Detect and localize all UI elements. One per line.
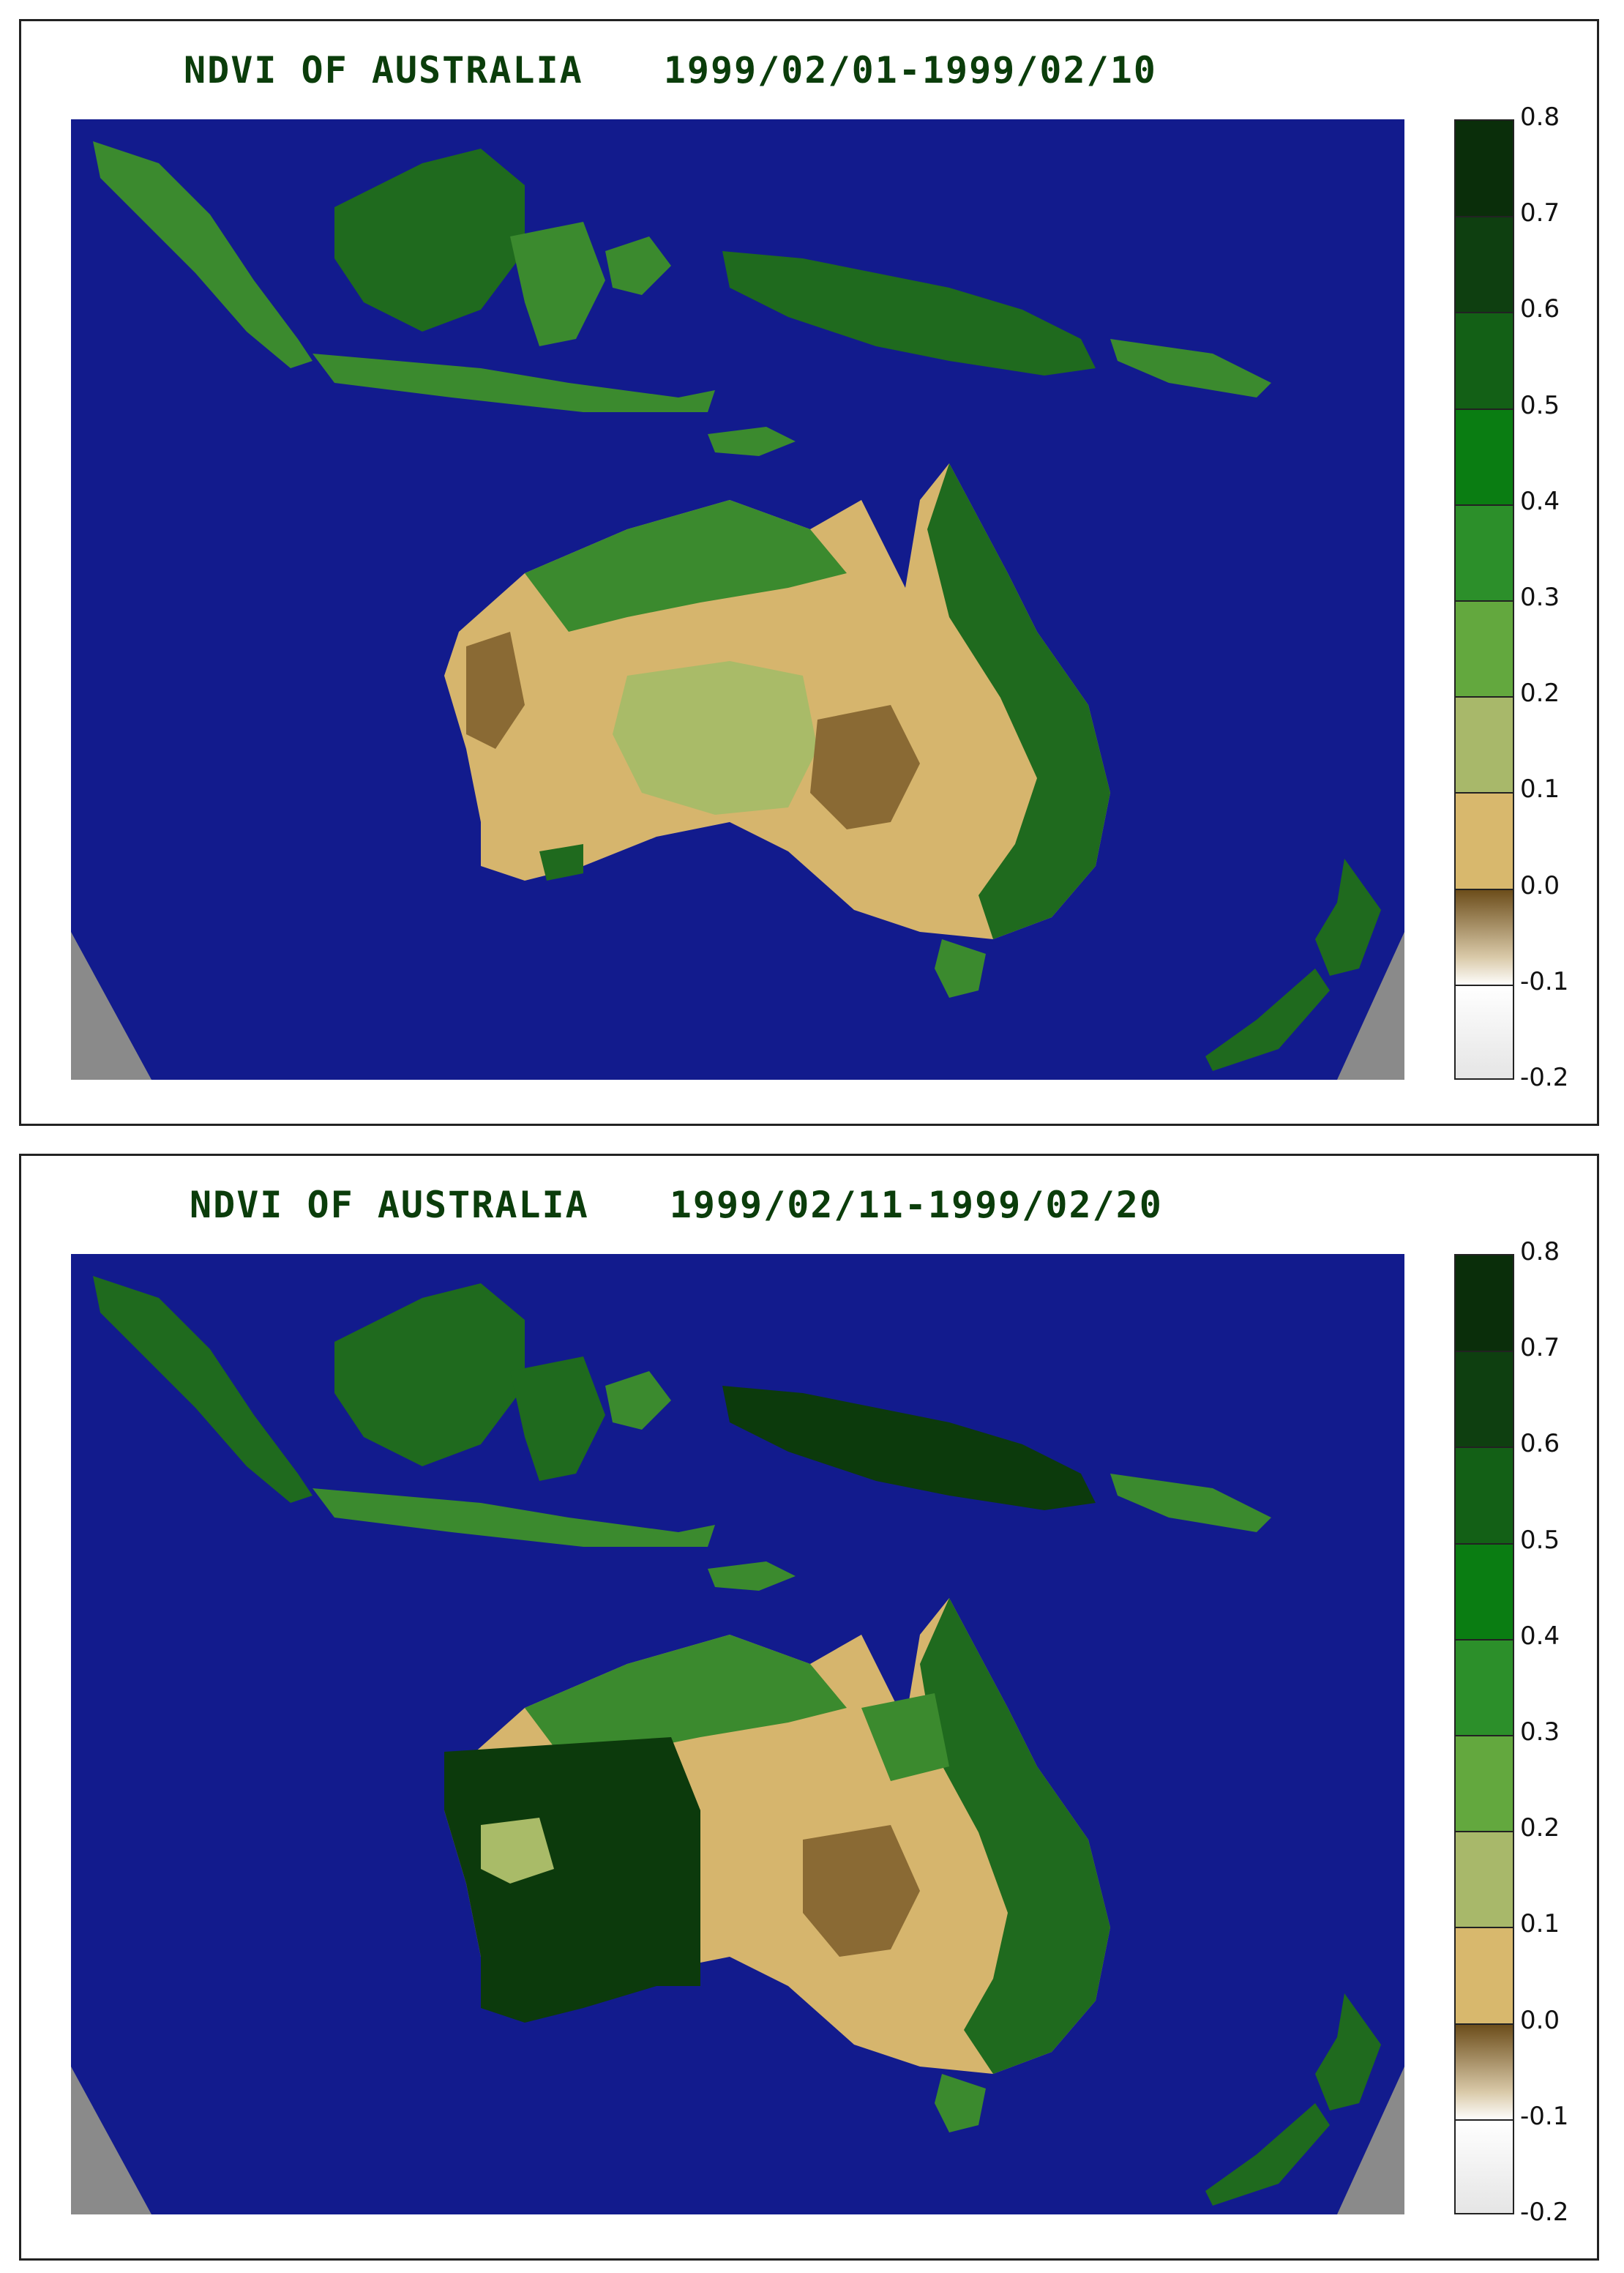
colorbar-divider	[1456, 1447, 1513, 1449]
new-zealand	[1205, 859, 1381, 1071]
colorbar-tick-label: 0.2	[1520, 679, 1560, 709]
colorbar-tick-label: -0.2	[1520, 2198, 1569, 2227]
colorbar-tick-label: 0.6	[1520, 1429, 1560, 1459]
colorbar-tick-label: 0.3	[1520, 1717, 1560, 1747]
indonesia-islands	[93, 1276, 1271, 1591]
colorbar-segment	[1456, 2023, 1513, 2121]
colorbar-segment	[1456, 1255, 1513, 1353]
colorbar-segment	[1456, 1639, 1513, 1736]
colorbar-segment	[1456, 1736, 1513, 1833]
colorbar-divider	[1456, 1927, 1513, 1929]
colorbar-segment	[1456, 504, 1513, 602]
tasmania	[935, 939, 986, 998]
colorbar-tick-label: 0.0	[1520, 870, 1560, 900]
colorbar-tick-label: 0.7	[1520, 1333, 1560, 1363]
colorbar-divider	[1456, 1351, 1513, 1353]
colorbar-tick-label: 0.8	[1520, 1237, 1560, 1266]
colorbar-tick-label: 0.0	[1520, 2005, 1560, 2035]
colorbar-segment	[1456, 1447, 1513, 1545]
colorbar-divider	[1456, 984, 1513, 986]
period-text: 1999/02/01-1999/02/10	[663, 49, 1157, 92]
colorbar-segment	[1456, 1832, 1513, 1929]
nodata-left	[71, 932, 151, 1080]
ndvi-colorbar	[1454, 119, 1514, 1080]
colorbar-segment	[1456, 697, 1513, 794]
colorbar-divider	[1456, 2023, 1513, 2025]
indonesia-islands	[93, 141, 1271, 456]
title-text: NDVI OF AUSTRALIA	[184, 49, 583, 92]
colorbar-segment	[1456, 601, 1513, 698]
period-text: 1999/02/11-1999/02/20	[669, 1184, 1163, 1226]
colorbar-tick-label: 0.2	[1520, 1813, 1560, 1843]
map-title: NDVI OF AUSTRALIA 1999/02/11-1999/02/20	[190, 1184, 1163, 1226]
nodata-right	[1337, 932, 1404, 1080]
ndvi-colorbar	[1454, 1254, 1514, 2214]
australia	[444, 463, 1110, 939]
colorbar-divider	[1456, 600, 1513, 602]
ndvi-map	[71, 1254, 1404, 2214]
colorbar-divider	[1456, 1638, 1513, 1641]
colorbar-segment	[1456, 1351, 1513, 1449]
colorbar-divider	[1456, 312, 1513, 314]
map-panel-1: NDVI OF AUSTRALIA 1999/02/01-1999/02/10	[19, 19, 1599, 1126]
colorbar-segment	[1456, 985, 1513, 1078]
colorbar-segment	[1456, 793, 1513, 890]
colorbar-tick-label: -0.1	[1520, 2101, 1569, 2131]
colorbar-tick-label: 0.3	[1520, 583, 1560, 612]
colorbar-divider	[1456, 696, 1513, 698]
colorbar-tick-label: 0.5	[1520, 390, 1560, 420]
colorbar-segment	[1456, 217, 1513, 314]
colorbar-segment	[1456, 1927, 1513, 2025]
nodata-left	[71, 2067, 151, 2214]
colorbar-segment	[1456, 889, 1513, 986]
colorbar-tick-label: 0.7	[1520, 198, 1560, 228]
colorbar-segment	[1456, 313, 1513, 410]
colorbar-tick-label: 0.5	[1520, 1525, 1560, 1555]
colorbar-segment	[1456, 408, 1513, 506]
colorbar-divider	[1456, 504, 1513, 506]
new-zealand	[1205, 1993, 1381, 2206]
colorbar-tick-label: 0.4	[1520, 1621, 1560, 1651]
colorbar-tick-label: -0.2	[1520, 1063, 1569, 1092]
colorbar-tick-label: 0.4	[1520, 486, 1560, 516]
colorbar-divider	[1456, 792, 1513, 794]
australia	[444, 1598, 1110, 2074]
ndvi-map	[71, 119, 1404, 1080]
colorbar-tick-label: 0.6	[1520, 294, 1560, 324]
map-title: NDVI OF AUSTRALIA 1999/02/01-1999/02/10	[184, 49, 1157, 92]
nodata-right	[1337, 2067, 1404, 2214]
colorbar-divider	[1456, 1542, 1513, 1545]
tasmania	[935, 2074, 986, 2132]
colorbar-divider	[1456, 1831, 1513, 1833]
colorbar-tick-label: 0.8	[1520, 102, 1560, 132]
colorbar-segment	[1456, 1543, 1513, 1641]
colorbar-segment	[1456, 121, 1513, 218]
colorbar-divider	[1456, 1735, 1513, 1736]
colorbar-divider	[1456, 408, 1513, 410]
colorbar-divider	[1456, 2119, 1513, 2121]
title-text: NDVI OF AUSTRALIA	[190, 1184, 589, 1226]
colorbar-tick-label: 0.1	[1520, 775, 1560, 805]
colorbar-segment	[1456, 2119, 1513, 2213]
colorbar-divider	[1456, 216, 1513, 218]
colorbar-divider	[1456, 888, 1513, 890]
map-panel-2: NDVI OF AUSTRALIA 1999/02/11-1999/02/20	[19, 1154, 1599, 2261]
colorbar-tick-label: 0.1	[1520, 1909, 1560, 1939]
colorbar-tick-label: -0.1	[1520, 966, 1569, 996]
